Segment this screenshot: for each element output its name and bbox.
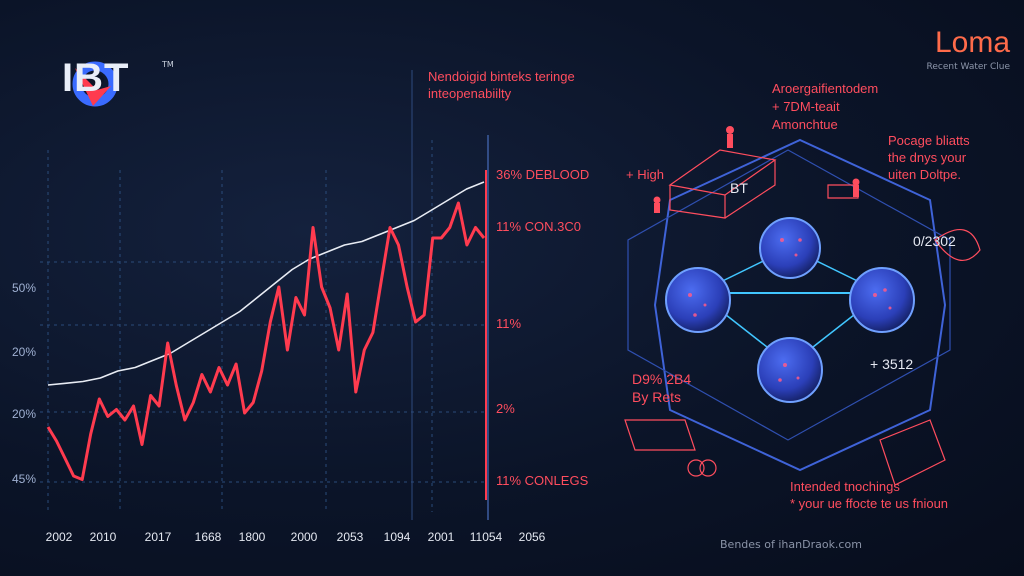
annotation-line-2: inteopenabiilty (428, 86, 512, 101)
hex-frame (627, 149, 951, 441)
x-tick-label: 1094 (384, 530, 411, 544)
chart-annotation: Nendoigid binteks teringe inteopenabiilt… (428, 68, 575, 102)
right-labels: 36% DEBLOOD 11% CON.3C0 11% 2% 11% CONLEGS (496, 167, 589, 488)
network-diagram (624, 126, 981, 486)
right-label: 36% DEBLOOD (496, 167, 589, 182)
x-tick-label: 11054 (470, 530, 503, 544)
net-bottom-1: Intended tnochings (790, 479, 900, 494)
net-bottom-2: * your ue ffocte te us fnioun (790, 496, 949, 511)
y-tick-label: 20% (12, 407, 36, 421)
octagon-frame (653, 138, 947, 472)
y-tick-label: 45% (12, 472, 36, 486)
net-stats: D9% 2B4 By Rets (632, 370, 691, 406)
y-tick-labels: 50% 20% 20% 45% (12, 281, 36, 486)
right-label: 11% CONLEGS (496, 473, 589, 488)
net-bottom-note: Intended tnochings * your ue ffocte te u… (790, 478, 948, 512)
annotation-line-1: Nendoigid binteks teringe (428, 69, 575, 84)
net-right-2: the dnys your (888, 150, 967, 165)
series-line-0 (47, 181, 485, 386)
net-right-1: Pocage bliatts (888, 133, 970, 148)
x-tick-label: 2000 (291, 530, 318, 544)
x-tick-label: 2010 (90, 530, 117, 544)
net-right-3: uiten Doltpe. (888, 167, 961, 182)
x-tick-label: 2056 (519, 530, 546, 544)
sketch-devices (624, 149, 981, 486)
node-bottom (757, 337, 823, 403)
right-label: 2% (496, 401, 515, 416)
network-label-right: Pocage bliatts the dnys your uiten Doltp… (888, 132, 970, 183)
net-top-3: Amonchtue (772, 117, 838, 132)
x-tick-labels: 2002 2010 2017 1668 1800 2000 2053 1094 2001 1105… (46, 530, 546, 544)
x-tick-label: 2001 (428, 530, 455, 544)
node-sparkles (688, 238, 892, 382)
ibt-logo-icon (72, 61, 118, 107)
y-tick-label: 20% (12, 345, 36, 359)
node-right (849, 267, 915, 333)
x-tick-label: 2017 (145, 530, 172, 544)
network-label-top: Aroergaifientodem + 7DM-teait Amonchtue (772, 80, 878, 134)
x-tick-label: 2002 (46, 530, 73, 544)
y-tick-label: 50% (12, 281, 36, 295)
footer-credit: Bendes of ihanDraok.com (720, 538, 862, 551)
x-tick-label: 1668 (195, 530, 222, 544)
net-stat-2: By Rets (632, 389, 682, 405)
net-value-mid: + 3512 (870, 356, 914, 372)
sketch-figures (653, 126, 860, 213)
net-high-label: + High (626, 167, 664, 182)
logo-trademark: TM (162, 60, 174, 69)
net-bt-label: BT (730, 180, 748, 196)
brand-block: Loma Recent Water Clue (927, 26, 1010, 72)
right-label: 11% (496, 316, 521, 331)
node-top (759, 217, 821, 279)
line-chart: 2002 2010 2017 1668 1800 2000 2053 1094 2001 1105… (12, 70, 589, 544)
brand-subtitle: Recent Water Clue (926, 62, 1010, 72)
x-tick-label: 2053 (337, 530, 364, 544)
series-line-1 (46, 201, 486, 481)
right-label: 11% CON.3C0 (496, 219, 581, 234)
x-tick-label: 1800 (239, 530, 266, 544)
brand-title: Loma (934, 26, 1010, 59)
net-top-1: Aroergaifientodem (772, 81, 879, 96)
series-layer (46, 181, 486, 481)
node-left (665, 267, 731, 333)
net-top-2: + 7DM-teait (772, 99, 840, 114)
logo-text: IBT (62, 56, 130, 100)
grid (40, 140, 488, 512)
net-value-right: 0/2302 (913, 233, 956, 249)
net-stat-1: D9% 2B4 (632, 371, 692, 387)
